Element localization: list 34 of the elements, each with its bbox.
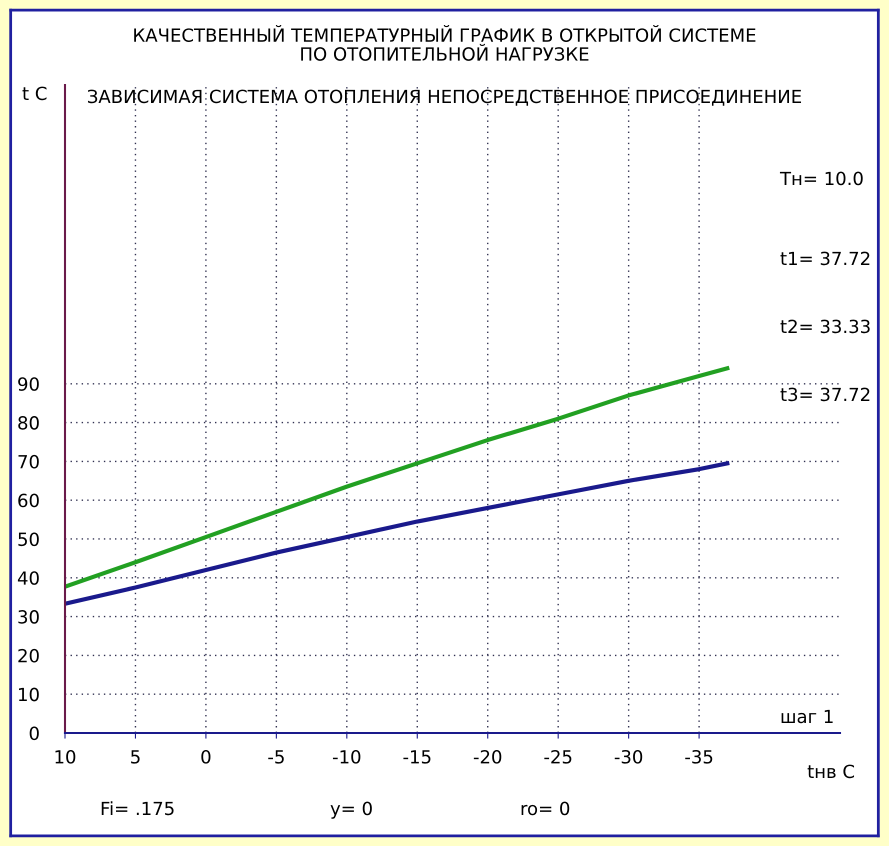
text: Fi= .175 — [102, 801, 174, 816]
x-tick-label: -25 — [544, 750, 572, 764]
annotation: t1= 37.72 — [780, 252, 870, 266]
text: ro= 0 — [522, 802, 570, 816]
x-axis-title: tнв C — [808, 764, 854, 778]
y-tick-label: 70 — [18, 454, 39, 468]
y-tick-label: 50 — [18, 532, 39, 546]
x-tick-label: -30 — [614, 750, 642, 764]
y-axis-title: t C — [22, 86, 46, 100]
annotation: t3= 37.72 — [780, 388, 870, 402]
y-tick-label: 60 — [18, 494, 39, 508]
y-tick-label: 0 — [30, 726, 39, 740]
text: у= 0 — [330, 802, 372, 819]
y-tick-label: 30 — [18, 610, 39, 624]
y-tick-label: 20 — [18, 648, 39, 663]
y-tick-label: 80 — [18, 416, 39, 430]
annotation: Tн= 10.0 — [780, 172, 863, 186]
y-tick-label: 10 — [19, 688, 39, 702]
x-tick-label: 10 — [55, 750, 76, 764]
x-tick-label: 0 — [201, 750, 210, 764]
x-tick-label: -35 — [685, 750, 712, 764]
line-series — [65, 461, 730, 606]
x-tick-label: -20 — [474, 750, 502, 764]
x-tick-label: 5 — [131, 750, 140, 764]
x-tick-label: -15 — [403, 750, 430, 764]
line-series — [65, 366, 730, 589]
y-tick-label: 40 — [18, 571, 39, 585]
y-tick-label: 90 — [18, 377, 39, 391]
chart-title: КАЧЕСТВЕННЫЙ ТЕМПЕРАТУРНЫЙ ГРАФИК В ОТКРЫТОЙ СИСТЕМЕ ПО ОТОПИТЕЛЬНОЙ НАГРУЗКЕ — [134, 25, 756, 61]
chart-subtitle: ЗАВИСИМАЯ СИСТЕМА ОТОПЛЕНИЯ НЕПОСРЕДСТВЕННОЕ ПРИСОЕДИНЕНИЕ — [88, 90, 802, 106]
x-tick-label: -10 — [332, 750, 360, 764]
annotation: шаг 1 — [782, 710, 833, 724]
annotation: t2= 33.33 — [780, 320, 870, 334]
x-tick-label: -5 — [268, 750, 284, 764]
